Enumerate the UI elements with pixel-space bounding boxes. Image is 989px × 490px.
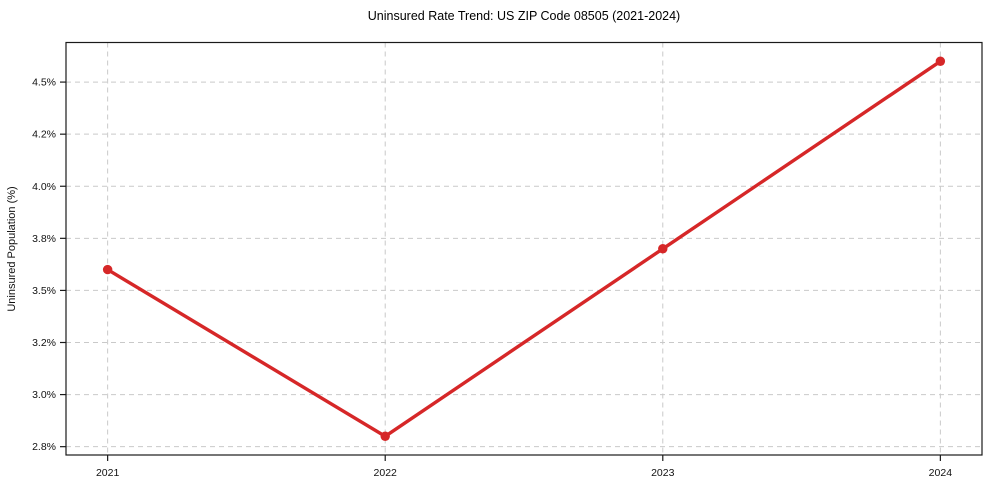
plot-border — [65, 41, 983, 456]
y-tick-label: 3.8% — [32, 233, 56, 245]
y-tick-label: 2.8% — [32, 441, 56, 453]
x-tick-label: 2023 — [651, 467, 675, 479]
chart-title: Uninsured Rate Trend: US ZIP Code 08505 … — [368, 9, 680, 23]
data-point-marker — [935, 56, 946, 66]
data-point-marker — [102, 264, 113, 275]
x-tick-label: 2021 — [96, 467, 120, 479]
y-tick-label: 4.0% — [32, 181, 56, 193]
x-tick-label: 2022 — [374, 467, 398, 479]
y-tick-label: 3.2% — [32, 337, 56, 349]
x-tick-label: 2024 — [929, 467, 953, 479]
data-point-marker — [380, 431, 390, 441]
y-axis-label: Uninsured Population (%) — [6, 186, 18, 311]
y-tick-label: 4.5% — [32, 77, 56, 89]
plot-area: 2.8% 3.0% 3.2% 3.5% 3.8% 4.0% 4.2% 4.5% 2021 2022… — [32, 41, 983, 479]
y-tick-label: 3.5% — [32, 285, 56, 297]
y-tick-label: 3.0% — [32, 389, 56, 401]
data-point-marker — [658, 244, 668, 254]
trend-line — [105, 59, 943, 438]
y-tick-label: 4.2% — [32, 129, 56, 141]
